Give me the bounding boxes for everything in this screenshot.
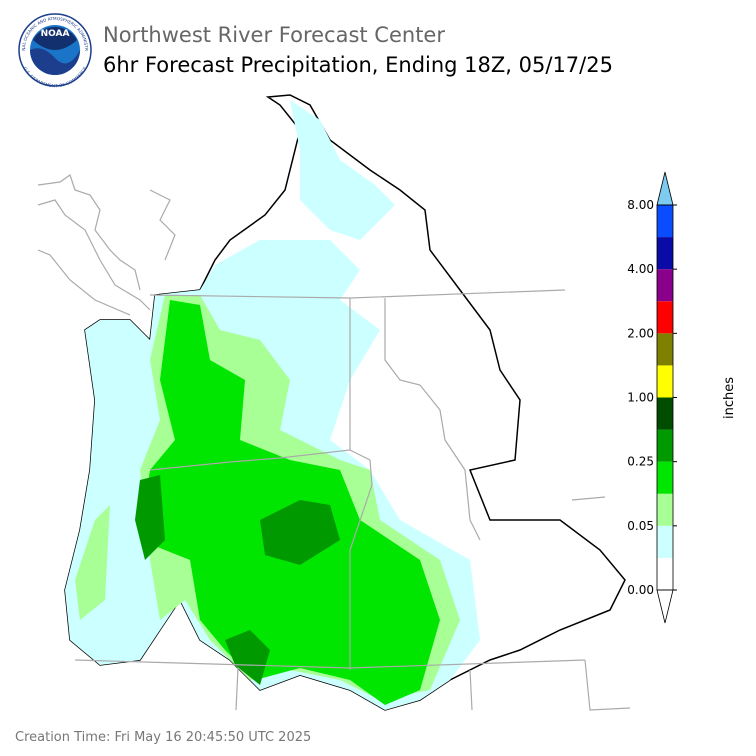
noaa-logo: NOAA NATIONAL OCEANIC AND ATMOSPHERIC AD…: [0, 0, 92, 88]
coastline: [37, 174, 176, 316]
colorbar-tick-label: 2.00: [627, 326, 654, 340]
colorbar-tick-label: 8.00: [627, 198, 654, 212]
colorbar-box: [657, 269, 673, 302]
colorbar-box: [657, 205, 673, 238]
precip-areas: [65, 100, 480, 710]
agency-title: Northwest River Forecast Center: [103, 23, 445, 47]
colorbar-box: [657, 429, 673, 462]
colorbar-box: [657, 557, 673, 590]
colorbar-label: inches: [722, 377, 737, 419]
colorbar-box: [657, 365, 673, 398]
creation-time: Creation Time: Fri May 16 20:45:50 UTC 2…: [15, 730, 311, 745]
colorbar-over: [656, 171, 674, 206]
colorbar-box: [657, 461, 673, 494]
colorbar-box: [657, 397, 673, 430]
colorbar-tick-label: 0.25: [627, 455, 654, 469]
colorbar-tick-label: 0.00: [627, 583, 654, 597]
state-borders: [74, 289, 631, 711]
colorbar-tick-label: 1.00: [627, 391, 654, 405]
colorbar-box: [657, 493, 673, 526]
colorbar-tick-label: 4.00: [627, 262, 654, 276]
logo-text: NOAA: [41, 29, 70, 39]
colorbar-tick-label: 0.05: [627, 519, 654, 533]
colorbar-box: [657, 237, 673, 270]
colorbar-box: [657, 333, 673, 366]
map-title: 6hr Forecast Precipitation, Ending 18Z, …: [103, 53, 613, 77]
map: [37, 94, 631, 711]
colorbar-under: [656, 589, 674, 624]
colorbar: 0.00 0.05 0.25 1.00 2.00 4.00 8.00 inches: [627, 171, 737, 624]
colorbar-box: [657, 525, 673, 558]
colorbar-box: [657, 301, 673, 334]
